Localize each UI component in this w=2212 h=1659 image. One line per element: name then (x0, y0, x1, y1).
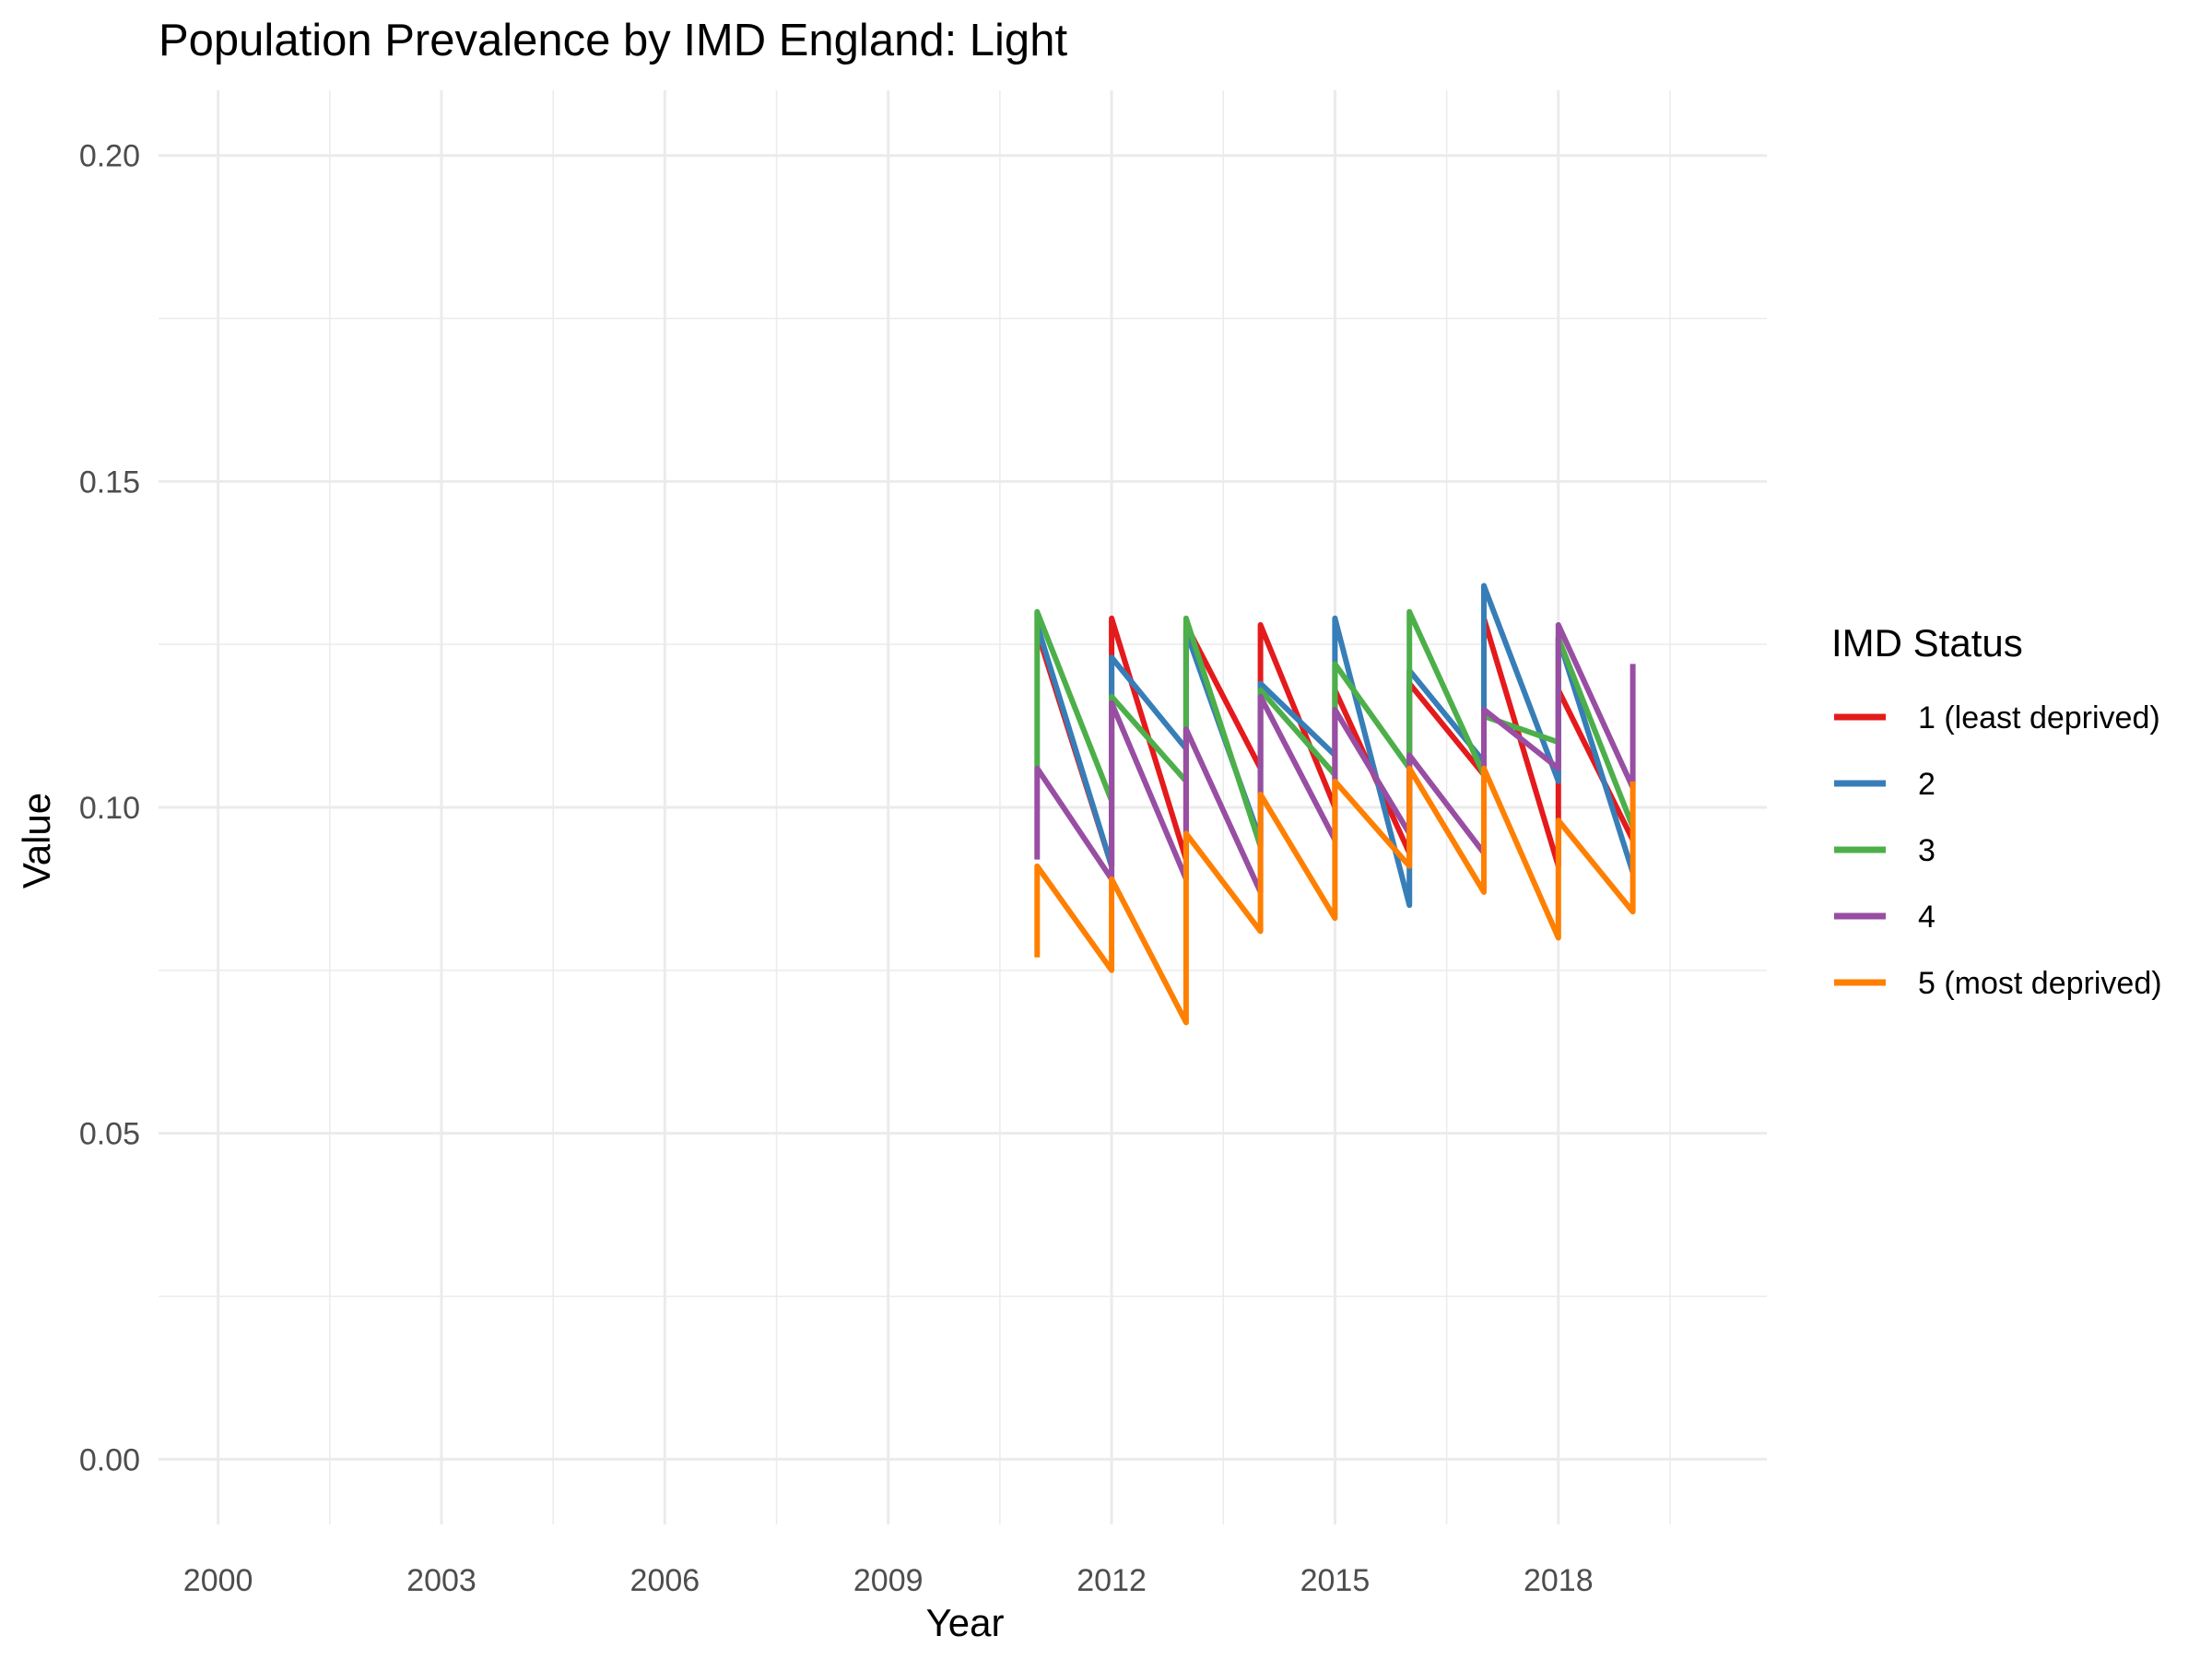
legend: IMD Status 1 (least deprived) 2 3 4 5 (most … (1831, 621, 2162, 1001)
y-tick-label: 0.00 (79, 1442, 140, 1477)
legend-label: 4 (1918, 900, 1936, 935)
y-tick-label: 0.10 (79, 791, 140, 826)
legend-label: 1 (least deprived) (1918, 700, 2160, 735)
x-tick-label: 2003 (406, 1563, 477, 1598)
x-tick-label: 2006 (630, 1563, 700, 1598)
x-tick-label: 2018 (1524, 1563, 1594, 1598)
x-axis-tick-labels: 2000 2003 2006 2009 2012 2015 2018 (183, 1563, 1594, 1598)
series-line (1034, 622, 1636, 895)
legend-label: 2 (1918, 767, 1936, 802)
legend-items: 1 (least deprived) 2 3 4 5 (most deprived) (1834, 700, 2162, 1001)
series-line (1034, 765, 1636, 1026)
legend-label: 5 (most deprived) (1918, 966, 2162, 1001)
legend-title: IMD Status (1831, 621, 2023, 665)
y-tick-label: 0.15 (79, 465, 140, 500)
y-axis-title: Value (15, 793, 58, 888)
series-layer (1034, 582, 1636, 1026)
y-axis-tick-labels: 0.00 0.05 0.10 0.15 0.20 (79, 139, 140, 1478)
legend-label: 3 (1918, 833, 1936, 868)
y-tick-label: 0.20 (79, 139, 140, 174)
grid (159, 90, 1767, 1524)
x-tick-label: 2000 (183, 1563, 253, 1598)
x-axis-title: Year (926, 1601, 1005, 1644)
chart-title: Population Prevalence by IMD England: Li… (159, 16, 1067, 65)
x-tick-label: 2015 (1300, 1563, 1371, 1598)
y-tick-label: 0.05 (79, 1117, 140, 1152)
x-tick-label: 2012 (1077, 1563, 1147, 1598)
x-tick-label: 2009 (853, 1563, 924, 1598)
